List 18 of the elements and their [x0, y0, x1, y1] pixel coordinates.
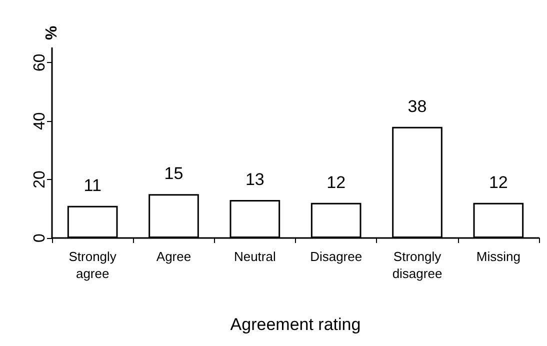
y-tick-label: 0 — [32, 233, 48, 242]
data-label: 38 — [408, 96, 427, 116]
x-tick-label: Strongly disagree — [392, 249, 442, 281]
x-tick-label: Missing — [476, 249, 520, 264]
y-tick-label: 20 — [32, 170, 48, 188]
x-tick-label: Neutral — [234, 249, 276, 264]
data-label: 13 — [245, 170, 264, 189]
y-tick-label: 60 — [32, 54, 48, 72]
y-axis-title: % — [44, 26, 60, 40]
x-axis-title: Agreement rating — [230, 315, 361, 334]
x-tick-label: Strongly agree — [68, 249, 117, 281]
y-tick-label: 40 — [32, 112, 48, 130]
x-tick-label: Agree — [156, 249, 192, 264]
data-label: 15 — [164, 164, 184, 184]
data-label: 12 — [488, 172, 508, 192]
x-tick-label: Disagree — [310, 249, 362, 264]
data-label: 11 — [84, 176, 102, 195]
data-label: 12 — [326, 172, 346, 192]
